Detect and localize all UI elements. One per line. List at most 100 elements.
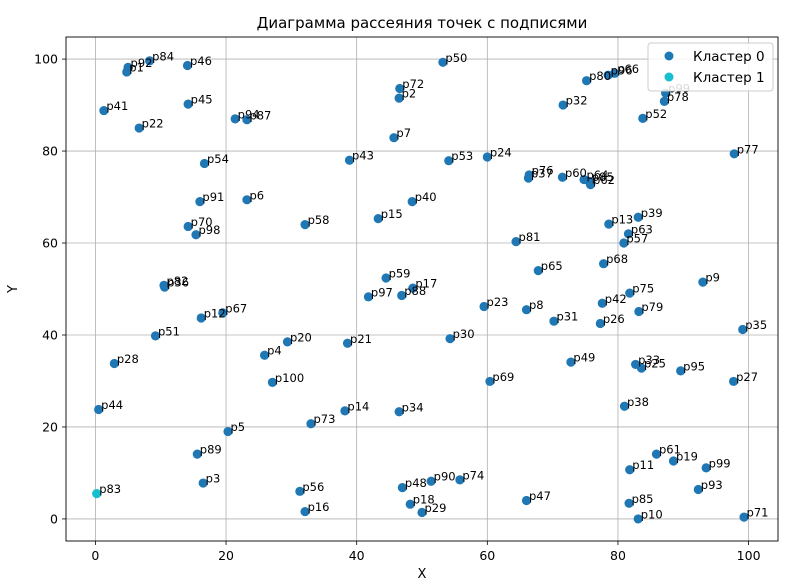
data-label: p10	[641, 507, 663, 521]
data-point	[373, 214, 383, 224]
data-label: p69	[492, 370, 514, 384]
data-point	[445, 334, 455, 344]
data-point	[192, 449, 202, 459]
data-point	[183, 221, 193, 232]
chart-title: Диаграмма рассеяния точек с подписями	[257, 14, 588, 32]
data-label: p84	[152, 49, 174, 63]
data-label: p35	[745, 318, 767, 332]
data-label: p49	[573, 351, 595, 365]
data-label: p23	[487, 295, 509, 309]
data-label: p33	[638, 353, 660, 367]
data-label: p76	[532, 163, 554, 177]
data-label: p2	[402, 87, 417, 101]
y-tick-label: 0	[50, 511, 58, 526]
data-point	[230, 114, 240, 124]
legend-marker-cluster-1	[664, 72, 674, 82]
legend-marker-cluster-0	[664, 51, 674, 61]
data-point	[99, 105, 109, 116]
data-label: p21	[350, 332, 372, 346]
data-label: p77	[737, 142, 759, 156]
grid	[66, 37, 778, 541]
data-label: p87	[249, 108, 271, 122]
data-label: p56	[302, 480, 324, 494]
data-point	[595, 318, 605, 329]
plot-frame	[65, 36, 779, 542]
data-label: p81	[519, 230, 541, 244]
data-label: p24	[490, 146, 512, 160]
data-point	[394, 407, 404, 417]
data-point	[408, 283, 418, 293]
data-point	[196, 313, 206, 323]
data-label: p44	[101, 398, 123, 412]
data-label: p25	[644, 357, 666, 371]
data-label: p30	[453, 327, 475, 341]
data-point	[625, 465, 635, 475]
data-label: p73	[313, 412, 335, 426]
data-point	[619, 238, 629, 248]
data-label: p71	[747, 506, 769, 520]
data-point	[397, 483, 408, 493]
data-label: p15	[381, 207, 403, 221]
data-label: p74	[462, 468, 484, 482]
data-point	[198, 478, 208, 488]
data-point	[344, 155, 355, 165]
data-point	[394, 93, 404, 103]
data-label: p11	[632, 458, 654, 472]
data-label: p26	[603, 312, 625, 326]
data-point	[195, 197, 205, 207]
data-point	[557, 172, 568, 182]
data-point	[160, 282, 170, 292]
data-label: p27	[736, 370, 758, 384]
data-label: p54	[207, 152, 229, 166]
data-label: p39	[641, 206, 663, 220]
x-tick-label: 100	[737, 548, 761, 563]
data-label: p31	[556, 310, 578, 324]
data-label: p7	[396, 126, 411, 140]
data-point	[701, 463, 711, 473]
data-point	[636, 363, 647, 373]
x-tick-label: 20	[218, 548, 234, 563]
legend-box	[647, 42, 774, 92]
data-label: p92	[131, 56, 153, 70]
data-point	[738, 324, 748, 335]
data-point	[485, 376, 495, 387]
data-point	[604, 219, 614, 229]
data-label: p41	[106, 99, 128, 113]
data-point	[122, 67, 132, 77]
data-point	[521, 305, 532, 315]
data-point	[300, 220, 310, 230]
data-point	[455, 475, 465, 485]
data-point	[363, 292, 374, 302]
data-point	[693, 484, 703, 495]
data-point	[619, 401, 630, 411]
data-point	[183, 99, 193, 109]
data-label: p98	[198, 223, 220, 237]
data-label: p68	[606, 252, 628, 266]
data-point	[306, 419, 316, 429]
legend-label-cluster-1: Кластер 1	[693, 70, 765, 86]
data-label: p16	[308, 500, 330, 514]
data-label: p13	[611, 213, 633, 227]
data-point	[397, 290, 407, 301]
x-axis-label: X	[418, 567, 427, 578]
data-point	[295, 486, 305, 496]
data-label: p1	[129, 60, 144, 74]
data-point	[259, 350, 270, 360]
data-point	[521, 495, 532, 506]
data-point	[182, 60, 193, 71]
data-point	[651, 449, 662, 459]
data-points	[92, 56, 749, 524]
data-point	[389, 133, 399, 143]
data-point	[282, 337, 293, 347]
data-label: p43	[352, 149, 374, 163]
data-point	[444, 156, 454, 166]
data-label: p66	[617, 62, 639, 76]
data-label: p47	[529, 489, 551, 503]
axis-ticks: 0 20 40 60 80 100 0 20 40 60 80 100	[34, 52, 760, 563]
data-label: p93	[701, 478, 723, 492]
data-point	[218, 308, 228, 318]
data-point	[438, 57, 448, 67]
data-label: p82	[166, 274, 188, 288]
data-point	[342, 338, 353, 348]
data-point	[729, 149, 739, 159]
